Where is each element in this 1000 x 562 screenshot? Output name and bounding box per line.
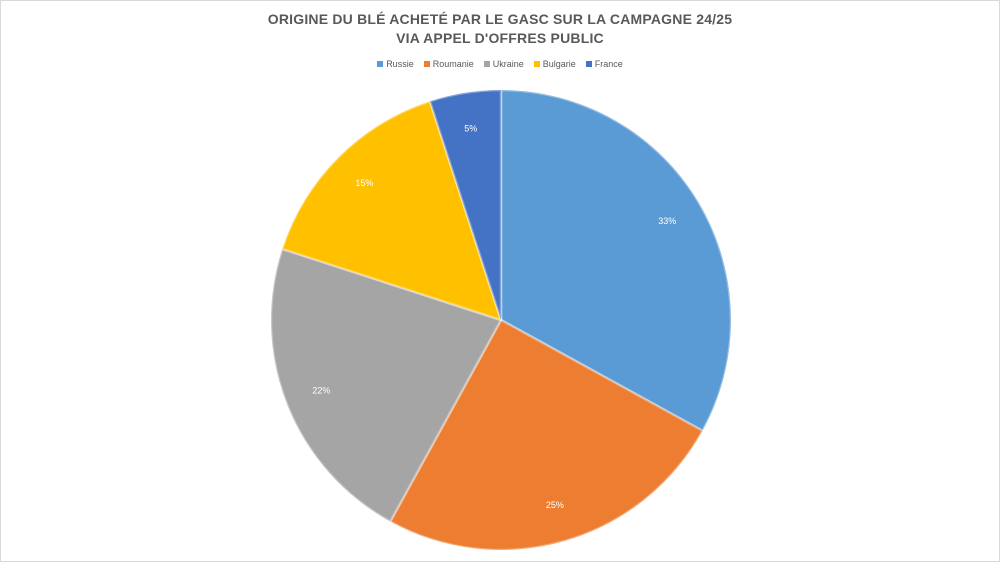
data-label-russie: 33%	[658, 216, 676, 226]
chart-title: ORIGINE DU BLÉ ACHETÉ PAR LE GASC SUR LA…	[267, 11, 733, 27]
legend-item-ukraine: Ukraine	[483, 59, 524, 69]
legend-label-bulgarie: Bulgarie	[542, 59, 576, 69]
chart-legend: Russie Roumanie Ukraine Bulgarie France	[0, 59, 1000, 69]
data-label-ukraine: 22%	[312, 385, 330, 395]
legend-item-roumanie: Roumanie	[423, 59, 474, 69]
legend-item-bulgarie: Bulgarie	[533, 59, 576, 69]
pie-slice-bulgarie	[281, 100, 503, 322]
pie-slice-russie	[499, 88, 733, 433]
legend-label-roumanie: Roumanie	[432, 59, 474, 69]
legend-item-france: France	[585, 59, 623, 69]
legend-swatch-france	[585, 61, 592, 67]
chart-subtitle: VIA APPEL D'OFFRES PUBLIC	[396, 30, 604, 46]
pie-slice-roumanie	[388, 318, 704, 552]
legend-label-ukraine: Ukraine	[492, 59, 524, 69]
legend-swatch-russie	[377, 61, 384, 67]
legend-swatch-roumanie	[423, 61, 430, 67]
legend-swatch-ukraine	[483, 61, 490, 67]
data-label-bulgarie: 15%	[355, 178, 373, 188]
legend-label-russie: Russie	[386, 59, 414, 69]
legend-item-russie: Russie	[377, 59, 414, 69]
pie-slice-france	[428, 88, 503, 322]
data-label-france: 5%	[464, 124, 477, 134]
pie-slice-ukraine	[269, 247, 503, 523]
legend-swatch-bulgarie	[533, 61, 540, 67]
data-label-roumanie: 25%	[546, 500, 564, 510]
legend-label-france: France	[594, 59, 623, 69]
